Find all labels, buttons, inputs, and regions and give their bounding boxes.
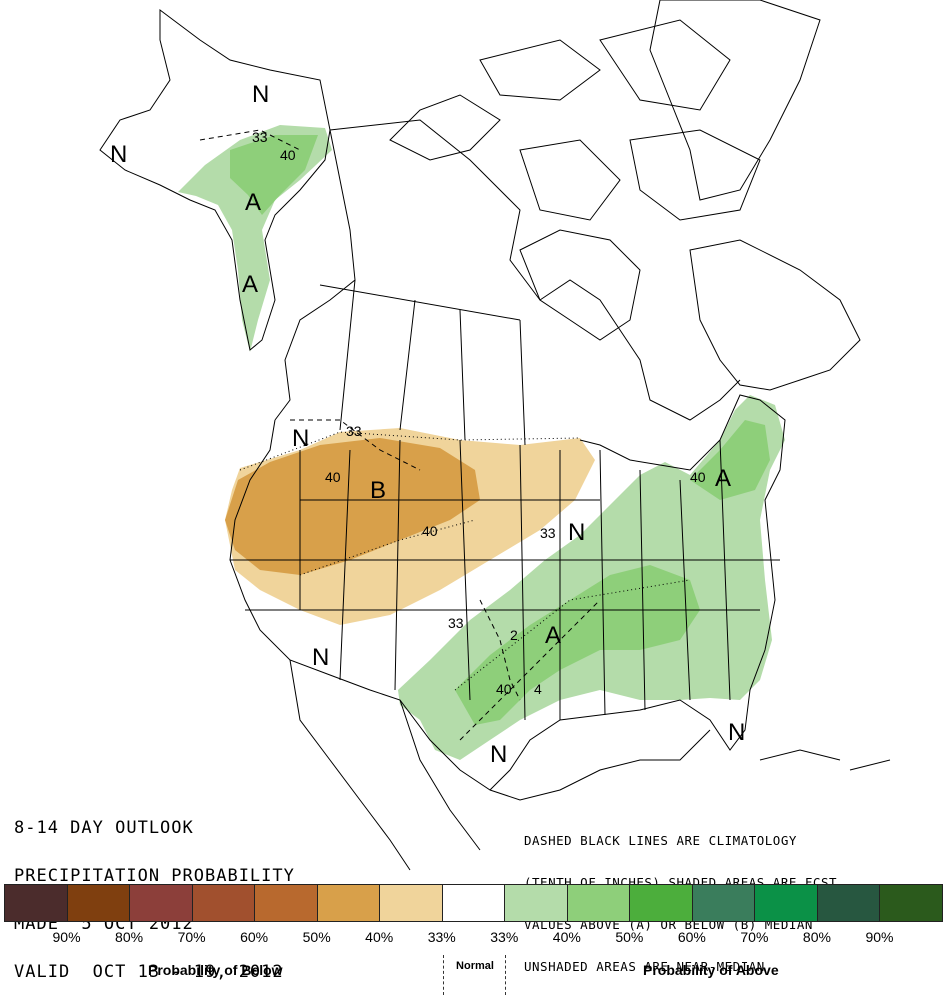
probability-legend [4, 884, 943, 922]
above-40-area [455, 565, 700, 725]
legend-swatch [316, 884, 381, 922]
note-line: UNSHADED AREAS ARE NEAR-MEDIAN [524, 959, 765, 974]
outlook-title: 8-14 DAY OUTLOOK [14, 818, 194, 838]
legend-swatch [4, 884, 68, 922]
label-33-midwest: 33 [540, 525, 556, 541]
label-40-alaska: 40 [280, 147, 296, 163]
legend-percent-label: 33% [490, 929, 519, 945]
climatology-contour [290, 419, 421, 471]
label-n-alaska-west: N [110, 141, 127, 168]
arctic-islands [389, 19, 761, 221]
note-line: DASHED BLACK LINES ARE CLIMATOLOGY [524, 833, 797, 848]
label-4-south: 4 [534, 681, 542, 697]
legend-swatch [129, 884, 193, 922]
label-33-northwest: 33 [346, 423, 362, 439]
label-33-south: 33 [448, 615, 464, 631]
label-a-southeast: A [545, 622, 561, 649]
canada-west-outline [274, 119, 741, 421]
legend-swatch [504, 884, 568, 922]
legend-percent-label: 50% [615, 929, 644, 945]
legend-percent-label: 80% [802, 929, 831, 945]
legend-swatch [66, 884, 131, 922]
label-b-plains: B [370, 477, 386, 504]
legend-percent-label: 90% [52, 929, 81, 945]
normal-divider-right [505, 955, 506, 995]
label-40-northeast: 40 [690, 469, 706, 485]
label-n-midwest: N [568, 519, 585, 546]
hudson-bay-outline [519, 229, 641, 341]
legend-swatch [754, 884, 818, 922]
label-n-alaska-north: N [252, 81, 269, 108]
label-a-alaska: A [245, 189, 261, 216]
label-2-south: 2 [510, 627, 518, 643]
legend-swatch [566, 884, 631, 922]
label-40-northwest: 40 [325, 469, 341, 485]
valid-dates: VALID OCT 13 - 19, 2012 [14, 962, 284, 982]
legend-swatch [691, 884, 756, 922]
legend-swatch [191, 884, 256, 922]
legend-percent-label: 60% [677, 929, 706, 945]
below-50-area [225, 438, 480, 575]
legend-percent-label: 40% [552, 929, 581, 945]
above-40-northeast [690, 420, 770, 500]
outlook-subtitle: PRECIPITATION PROBABILITY [14, 866, 295, 886]
probability-contour [454, 579, 691, 691]
label-40-south: 40 [496, 681, 512, 697]
label-a-northeast: A [715, 465, 731, 492]
legend-percent-label: 40% [365, 929, 394, 945]
label-n-pacific-nw: N [292, 425, 309, 452]
legend-percent-label: 33% [427, 929, 456, 945]
legend-swatch [254, 884, 318, 922]
map-notes: DASHED BLACK LINES ARE CLIMATOLOGY (TENT… [524, 806, 837, 988]
legend-swatch [379, 884, 443, 922]
usa-outline [229, 394, 786, 791]
legend-percent-label: 80% [115, 929, 144, 945]
above-40-alaska [230, 135, 318, 215]
legend-below-label: Probability of Below [148, 962, 283, 978]
greenland-outline [649, 0, 821, 201]
legend-swatch [629, 884, 693, 922]
legend-percent-label: 50% [302, 929, 331, 945]
canada-provinces [319, 279, 526, 446]
us-state-lines [230, 439, 780, 721]
mexico-outline [289, 659, 481, 871]
label-33-alaska: 33 [252, 129, 268, 145]
legend-percent-label: 60% [240, 929, 269, 945]
above-shading-alaska-panhandle [178, 125, 332, 352]
legend-percent-label: 90% [865, 929, 894, 945]
legend-swatch [441, 884, 506, 922]
climatology-contour [479, 599, 521, 701]
legend-swatch [816, 884, 881, 922]
precipitation-outlook-map: N N A A 33 40 N 33 40 B 40 33 N N 33 2 A… [99, 0, 891, 871]
legend-percent-row: 90% 80% 70% 60% 50% 40% 33% 33% 40% 50% 60% 70% 80% 9… [4, 929, 942, 947]
alaska-outline [99, 9, 331, 351]
label-40-plains: 40 [422, 523, 438, 539]
label-n-southwest: N [312, 644, 329, 671]
gulf-coast [489, 729, 711, 801]
normal-divider-left [443, 955, 444, 995]
legend-percent-label: 70% [177, 929, 206, 945]
label-n-florida: N [728, 719, 745, 746]
legend-normal-label: Normal [456, 960, 494, 972]
climatology-contour [199, 129, 301, 151]
legend-above-label: Probability of Above [643, 962, 779, 978]
caribbean-islands [759, 749, 891, 771]
label-n-texas: N [490, 741, 507, 768]
legend-swatch [879, 884, 943, 922]
label-a-bc: A [242, 271, 258, 298]
legend-percent-label: 70% [740, 929, 769, 945]
labrador-quebec-outline [689, 239, 861, 391]
